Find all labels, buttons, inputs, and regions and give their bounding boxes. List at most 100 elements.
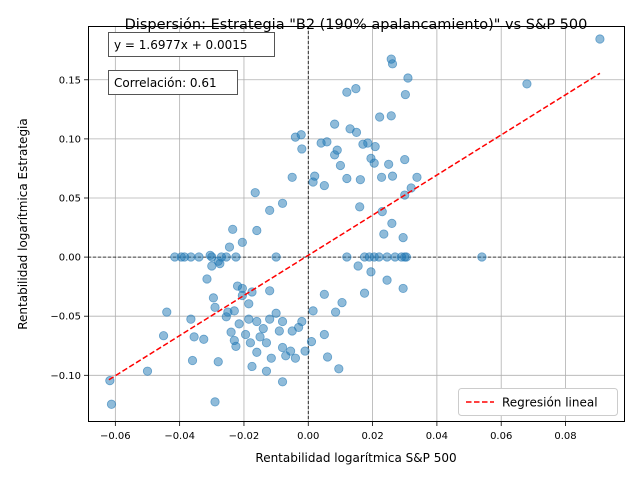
x-tick-label: −0.04 (164, 431, 195, 442)
correlation-box (108, 70, 238, 95)
data-point (403, 73, 413, 83)
y-axis-ticks: −0.10 −0.05 0.00 0.05 0.10 0.15 (50, 75, 88, 382)
data-point (261, 366, 272, 376)
data-point (322, 137, 332, 147)
data-point (330, 119, 340, 129)
data-point (252, 316, 262, 327)
regression-line (108, 72, 601, 381)
data-point (386, 111, 396, 121)
data-point (224, 242, 235, 252)
data-point (306, 337, 317, 347)
data-point (296, 130, 306, 140)
y-tick-label: −0.10 (50, 371, 81, 382)
data-point (595, 34, 605, 44)
data-point (207, 261, 217, 271)
data-point (226, 327, 236, 337)
data-point (162, 307, 172, 317)
data-point (199, 334, 209, 344)
data-point (322, 352, 333, 362)
data-point (106, 399, 117, 409)
data-point (400, 154, 410, 165)
x-tick-label: 0.04 (426, 431, 448, 442)
data-point (294, 322, 304, 333)
data-point (522, 79, 532, 89)
y-tick-label: 0.00 (59, 253, 81, 264)
data-point (265, 205, 275, 216)
data-point (186, 314, 196, 324)
data-point (158, 331, 169, 341)
data-point (252, 225, 262, 236)
data-point (231, 341, 241, 351)
data-point (277, 198, 288, 208)
data-point (142, 366, 153, 376)
data-point (189, 332, 199, 342)
data-point (477, 252, 487, 262)
data-point (287, 172, 297, 182)
data-point (232, 281, 243, 291)
data-point (240, 329, 251, 340)
data-point (359, 288, 370, 298)
data-point (208, 293, 219, 303)
x-tick-label: 0.06 (490, 431, 512, 442)
data-point (266, 353, 276, 363)
x-tick-label: 0.02 (361, 431, 383, 442)
data-point (379, 229, 389, 239)
data-point (412, 172, 422, 182)
equation-text: y = 1.6977x + 0.0015 (114, 38, 248, 52)
data-point (382, 275, 392, 285)
data-point (376, 172, 387, 182)
data-point (187, 355, 198, 366)
legend-regression-label: Regresión lineal (502, 396, 598, 410)
data-point (228, 224, 238, 234)
data-point (319, 180, 329, 191)
data-point (384, 159, 394, 169)
data-point (261, 338, 272, 348)
data-point (334, 364, 344, 374)
data-point (308, 177, 318, 187)
data-point (271, 252, 281, 262)
scatter-points (105, 34, 605, 409)
data-point (290, 353, 301, 363)
data-point (401, 252, 411, 262)
data-point (255, 332, 265, 342)
data-point (370, 141, 380, 152)
x-tick-label: 0.00 (297, 431, 319, 442)
data-point (244, 314, 254, 324)
data-point (335, 160, 346, 171)
data-point (358, 139, 368, 149)
data-point (342, 173, 352, 184)
regression-line-group (108, 72, 601, 381)
data-point (223, 307, 233, 317)
data-point (277, 342, 288, 353)
data-point (355, 175, 365, 185)
data-point (186, 252, 196, 262)
data-point (330, 307, 341, 317)
data-point (247, 361, 257, 372)
data-point (319, 329, 329, 340)
data-point (351, 127, 362, 137)
data-point (213, 357, 223, 367)
data-point (398, 283, 408, 294)
data-point (221, 252, 231, 262)
data-point (231, 252, 241, 262)
data-point (366, 267, 376, 277)
data-point (353, 261, 363, 271)
data-point (271, 308, 281, 318)
y-tick-label: 0.10 (59, 134, 81, 145)
data-point (342, 252, 352, 262)
data-point (245, 338, 255, 348)
data-point (265, 286, 275, 296)
data-point (210, 397, 220, 407)
data-point (355, 202, 365, 212)
data-point (308, 306, 318, 316)
data-point (252, 347, 262, 357)
chart-title: Dispersión: Estrategia "B2 (190% apalanc… (125, 17, 588, 33)
reference-lines (88, 26, 625, 422)
equation-annotation: y = 1.6977x + 0.0015 (108, 32, 275, 57)
data-point (300, 346, 310, 356)
data-point (277, 316, 288, 327)
data-point (387, 171, 398, 181)
data-point (250, 188, 260, 198)
